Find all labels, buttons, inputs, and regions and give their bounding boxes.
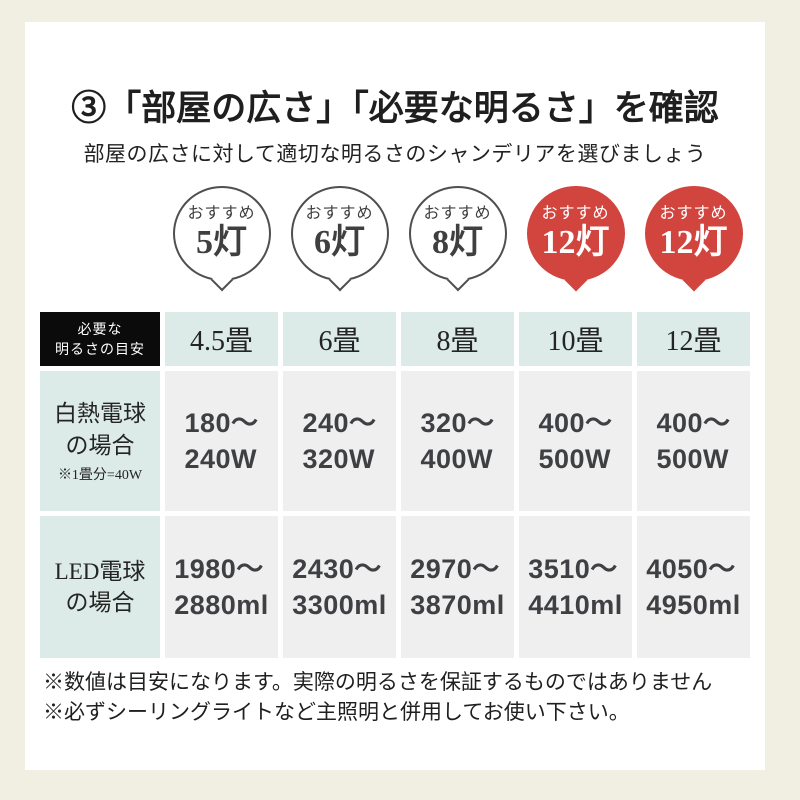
bubble-tag: おすすめ — [423, 205, 492, 223]
bubble-tag: おすすめ — [659, 205, 728, 223]
table-corner-header: 必要な 明るさの目安 — [40, 312, 160, 366]
bubble-12-lights-highlight: おすすめ 12灯 — [644, 186, 743, 292]
column-header-12jo: 12畳 — [637, 312, 750, 366]
row-label-line1: 白熱電球 — [54, 401, 146, 427]
row-label-led: LED電球 の場合 — [40, 516, 160, 658]
row-label-note: ※1畳分=40W — [57, 467, 143, 483]
speech-tail-icon — [328, 268, 351, 292]
recommendation-bubbles: おすすめ 5灯 おすすめ 6灯 おすすめ 8灯 おすすめ 12灯 — [40, 186, 750, 310]
bubble-12-lights-highlight: おすすめ 12灯 — [526, 186, 625, 292]
page-title: ③「部屋の広さ」「必要な明るさ」を確認 — [71, 89, 719, 128]
footnote-1: ※数値は目安になります。実際の明るさを保証するものではありません — [43, 670, 713, 694]
bubble-tag: おすすめ — [187, 205, 256, 223]
bubble-8-lights: おすすめ 8灯 — [408, 186, 507, 292]
bubble-light-count: 8灯 — [432, 223, 483, 261]
row-label-line1: LED電球 — [54, 558, 146, 584]
table-cell-led-4-5jo: 1980〜 2880ml — [165, 516, 278, 658]
table-cell-incandescent-6jo: 240〜 320W — [283, 371, 396, 511]
page-subtitle: 部屋の広さに対して適切な明るさのシャンデリアを選びましょう — [83, 142, 707, 166]
table-cell-incandescent-8jo: 320〜 400W — [401, 371, 514, 511]
speech-tail-icon — [564, 268, 587, 292]
table-cell-led-12jo: 4050〜 4950ml — [637, 516, 750, 658]
column-header-4-5jo: 4.5畳 — [165, 312, 278, 366]
speech-tail-icon — [446, 268, 469, 292]
bubble-5-lights: おすすめ 5灯 — [172, 186, 271, 292]
column-header-10jo: 10畳 — [519, 312, 632, 366]
row-label-incandescent: 白熱電球 の場合 ※1畳分=40W — [40, 371, 160, 511]
table-cell-incandescent-4-5jo: 180〜 240W — [165, 371, 278, 511]
speech-tail-icon — [682, 268, 705, 292]
row-label-line2: の場合 — [65, 590, 135, 615]
footnote-2: ※必ずシーリングライトなど主照明と併用してお使い下さい。 — [43, 699, 630, 724]
brightness-table: 必要な 明るさの目安 4.5畳 6畳 8畳 10畳 12畳 白熱電球 の場合 ※… — [40, 312, 750, 658]
bubble-light-count: 5灯 — [196, 223, 247, 261]
bubble-spacer — [40, 186, 160, 310]
bubble-tag: おすすめ — [305, 205, 374, 223]
bubble-light-count: 12灯 — [541, 223, 610, 261]
corner-line2: 明るさの目安 — [55, 341, 145, 357]
corner-line1: 必要な — [77, 320, 123, 337]
bubble-light-count: 12灯 — [659, 223, 728, 261]
table-cell-led-8jo: 2970〜 3870ml — [401, 516, 514, 658]
content-panel: ③「部屋の広さ」「必要な明るさ」を確認 部屋の広さに対して適切な明るさのシャンデ… — [25, 22, 765, 770]
table-cell-led-10jo: 3510〜 4410ml — [519, 516, 632, 658]
bubble-6-lights: おすすめ 6灯 — [290, 186, 389, 292]
column-header-8jo: 8畳 — [401, 312, 514, 366]
bubble-light-count: 6灯 — [314, 223, 365, 261]
table-cell-incandescent-10jo: 400〜 500W — [519, 371, 632, 511]
speech-tail-icon — [210, 268, 233, 292]
row-label-line2: の場合 — [65, 432, 135, 458]
column-header-6jo: 6畳 — [283, 312, 396, 366]
bubble-tag: おすすめ — [541, 205, 610, 223]
table-cell-incandescent-12jo: 400〜 500W — [637, 371, 750, 511]
table-cell-led-6jo: 2430〜 3300ml — [283, 516, 396, 658]
footnotes: ※数値は目安になります。実際の明るさを保証するものではありません ※必ずシーリン… — [43, 668, 748, 728]
